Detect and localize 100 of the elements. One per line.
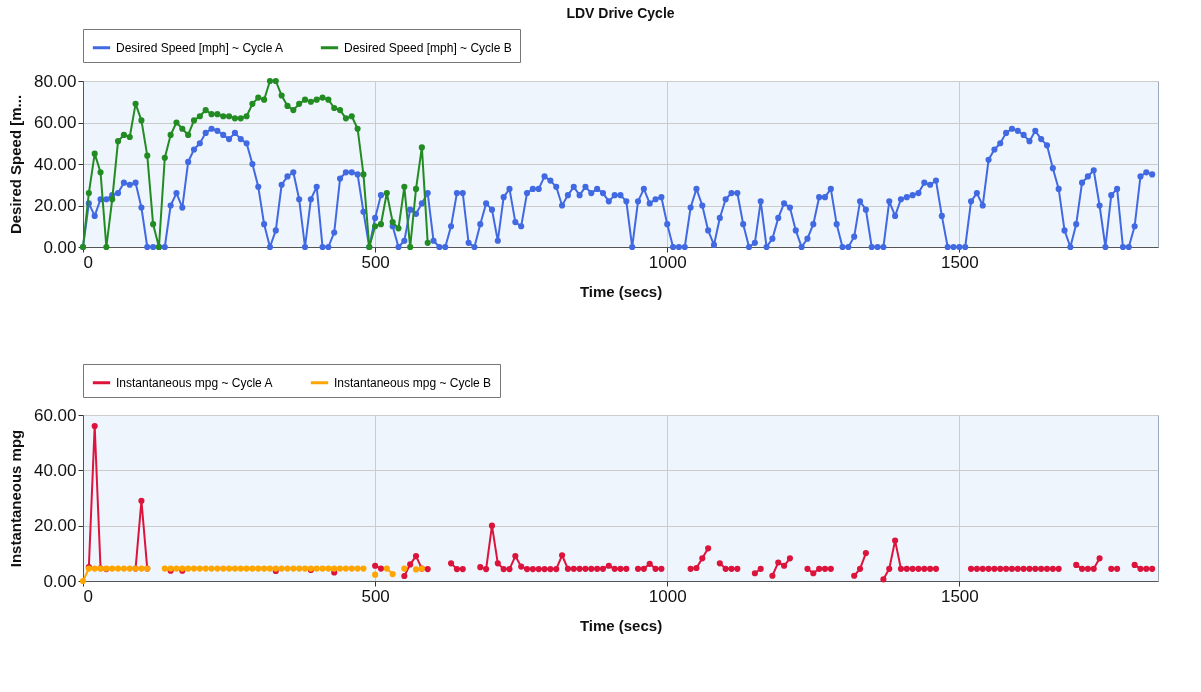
x-tick-label: 1500 bbox=[940, 586, 979, 606]
point bbox=[132, 100, 139, 107]
point bbox=[307, 98, 314, 105]
point bbox=[126, 565, 133, 572]
point bbox=[383, 189, 390, 197]
point bbox=[161, 565, 168, 572]
point bbox=[313, 96, 320, 103]
point bbox=[114, 138, 122, 145]
x-tick-label: 500 bbox=[361, 586, 390, 606]
x-tick-label: 1000 bbox=[648, 252, 687, 272]
point bbox=[424, 239, 431, 246]
point bbox=[301, 565, 309, 572]
point bbox=[161, 154, 168, 161]
x-tick-label: 1500 bbox=[940, 252, 979, 272]
point bbox=[401, 183, 408, 190]
y-tick-label: 80.00 bbox=[33, 71, 77, 91]
point bbox=[389, 219, 396, 226]
point bbox=[372, 223, 379, 230]
point bbox=[395, 225, 402, 232]
point bbox=[261, 96, 268, 103]
point bbox=[202, 565, 209, 572]
point bbox=[220, 113, 227, 120]
point bbox=[278, 565, 285, 572]
point bbox=[150, 221, 157, 228]
point bbox=[348, 565, 355, 572]
y-tick-label: 20.00 bbox=[33, 196, 77, 215]
y-tick-label: 0.00 bbox=[43, 237, 77, 257]
point bbox=[220, 565, 227, 572]
point bbox=[266, 565, 274, 572]
point bbox=[225, 113, 233, 120]
point bbox=[243, 113, 250, 120]
point bbox=[383, 565, 390, 572]
point bbox=[190, 117, 198, 124]
point bbox=[167, 131, 174, 139]
point bbox=[372, 571, 379, 578]
point bbox=[237, 565, 244, 572]
point bbox=[114, 565, 122, 572]
point bbox=[319, 565, 326, 572]
point bbox=[301, 96, 309, 103]
y-axis-title: Instantaneous mpg bbox=[6, 429, 24, 568]
point bbox=[354, 125, 361, 132]
point bbox=[412, 566, 420, 573]
point bbox=[325, 96, 332, 103]
point bbox=[190, 565, 198, 572]
y-tick-label: 40.00 bbox=[33, 154, 77, 174]
point bbox=[208, 111, 215, 118]
y-tick-label: 60.00 bbox=[33, 405, 77, 425]
x-tick-label: 0 bbox=[83, 586, 93, 606]
point bbox=[249, 100, 256, 107]
chart-title: LDV Drive Cycle bbox=[566, 4, 675, 21]
point bbox=[85, 189, 92, 197]
point bbox=[126, 133, 133, 141]
y-tick-label: 0.00 bbox=[43, 571, 77, 591]
point bbox=[272, 77, 279, 85]
legend-label: Instantaneous mpg ~ Cycle A bbox=[116, 375, 273, 390]
point bbox=[249, 565, 256, 572]
point bbox=[412, 185, 420, 192]
point bbox=[120, 131, 127, 139]
point bbox=[109, 565, 116, 572]
point bbox=[290, 106, 297, 114]
point bbox=[173, 119, 180, 126]
point bbox=[196, 113, 203, 120]
point bbox=[284, 565, 291, 572]
point bbox=[401, 565, 408, 572]
point bbox=[348, 113, 355, 120]
point bbox=[418, 144, 425, 151]
point bbox=[331, 565, 338, 572]
x-tick-label: 0 bbox=[83, 252, 93, 272]
point bbox=[120, 565, 127, 572]
x-tick-label: 500 bbox=[361, 252, 390, 272]
point bbox=[214, 111, 221, 118]
point bbox=[313, 565, 320, 572]
point bbox=[290, 565, 297, 572]
point bbox=[389, 571, 396, 578]
point bbox=[255, 565, 262, 572]
y-tick-label: 20.00 bbox=[33, 516, 77, 536]
point bbox=[331, 104, 338, 112]
y-axis-title: Desired Speed [m... bbox=[6, 94, 24, 235]
point bbox=[179, 125, 186, 132]
point bbox=[360, 565, 367, 572]
x-axis-title: Time (secs) bbox=[579, 282, 663, 300]
point bbox=[354, 565, 361, 572]
point bbox=[407, 243, 414, 251]
point bbox=[208, 565, 215, 572]
point bbox=[336, 106, 344, 114]
point bbox=[109, 196, 116, 203]
point bbox=[231, 115, 238, 122]
point bbox=[202, 106, 209, 114]
point bbox=[296, 100, 303, 107]
point bbox=[336, 565, 344, 572]
point bbox=[342, 115, 349, 122]
point bbox=[103, 243, 110, 251]
point bbox=[91, 565, 98, 572]
point bbox=[185, 131, 192, 139]
point bbox=[243, 565, 250, 572]
point bbox=[284, 102, 291, 109]
point bbox=[138, 117, 145, 124]
y-tick-label: 40.00 bbox=[33, 460, 77, 480]
x-tick-label: 1000 bbox=[648, 586, 687, 606]
point bbox=[97, 169, 104, 176]
